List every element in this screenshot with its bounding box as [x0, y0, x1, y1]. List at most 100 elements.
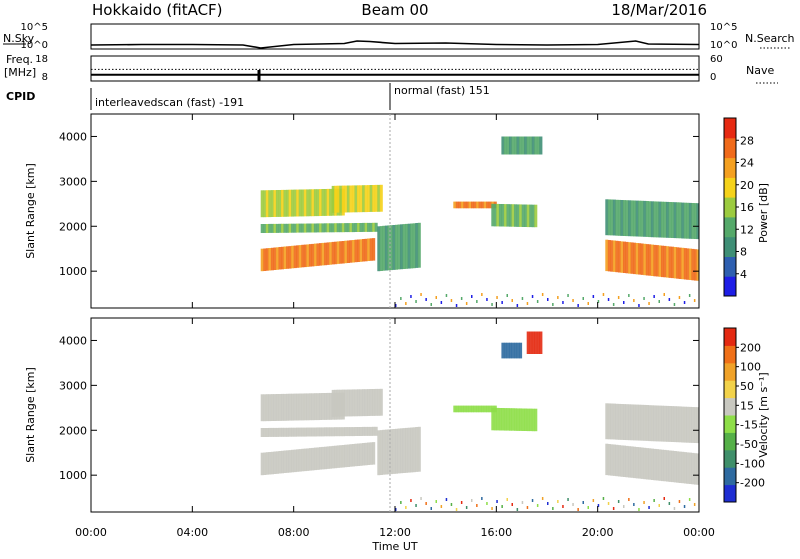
power-cells-cell — [511, 204, 515, 227]
power-cells-cell — [531, 136, 535, 155]
vel-cbar-tick-label: 200 — [740, 341, 761, 354]
power-cells-cell — [615, 240, 619, 273]
power-cells-cell — [316, 189, 320, 217]
power-cells-cell — [374, 222, 378, 232]
power-cells-cell — [640, 200, 644, 237]
vel-cells-cell — [617, 445, 621, 477]
power-cells-cell — [357, 239, 360, 262]
vel-cells-cell — [334, 427, 338, 437]
power-cells-cell — [610, 199, 614, 236]
power-cells-cell — [389, 225, 393, 271]
vel-cells-cell — [362, 389, 366, 417]
power-cells-cell — [354, 185, 358, 213]
power-cells-cell — [306, 189, 310, 217]
power-cells-scatter — [562, 301, 564, 304]
vel-cells-cell — [303, 427, 307, 437]
vel-cells-cell — [488, 405, 492, 413]
vel-cells-cell — [316, 427, 320, 437]
vel-cells-cell — [291, 393, 295, 421]
x-tick-label: 00:00 — [683, 526, 715, 539]
vel-cells-scatter — [668, 502, 671, 505]
vel-cells-cell — [635, 404, 639, 441]
y-tick-label: 1000 — [59, 265, 87, 278]
vel-cells-cell — [458, 405, 462, 413]
vel-cells-cell — [354, 427, 358, 436]
power-cells-cell — [354, 239, 358, 263]
power-cells-scatter — [506, 294, 508, 297]
vel-cells-cell — [329, 446, 333, 469]
power-cells-cell — [635, 243, 639, 275]
vel-cells-cell — [666, 450, 670, 482]
x-axis-label: Time UT — [371, 540, 417, 553]
vel-cells-cell — [341, 445, 345, 468]
vel-cells-cell — [620, 445, 624, 477]
power-cells-cell — [286, 246, 290, 269]
power-cbar-tick-label: 20 — [740, 179, 754, 192]
vel-cells-cell — [526, 331, 530, 354]
power-cbar-tick-label: 28 — [740, 134, 754, 147]
power-cells-cell — [283, 223, 287, 233]
vel-cells-cell — [367, 426, 371, 436]
vel-cells-cell — [493, 407, 497, 431]
power-cells-scatter — [683, 301, 686, 304]
vel-cells-cell — [298, 427, 302, 437]
power-cells-cell — [643, 243, 647, 276]
vel-cells-cell — [410, 427, 414, 473]
vel-cells-cell — [301, 448, 305, 472]
velocity-axis-ticks: 1000 2000 3000 4000 — [59, 318, 700, 512]
power-cells-cell — [640, 243, 644, 275]
vel-cells-cell — [313, 393, 317, 421]
power-cells-cell — [605, 239, 609, 272]
vel-cells-cell — [372, 426, 376, 436]
power-cells-scatter — [587, 302, 589, 305]
power-cells-scatter — [541, 293, 544, 296]
vel-cbar-swatch — [724, 345, 736, 364]
vel-cells-scatter — [562, 505, 564, 508]
vel-cells-cell — [473, 405, 477, 413]
power-cells-cell — [681, 247, 685, 280]
vel-cells-cell — [291, 427, 295, 437]
vel-cells-cell — [354, 389, 358, 417]
power-cells-cell — [412, 223, 416, 269]
x-tick-label: 12:00 — [379, 526, 411, 539]
vel-cells-scatter — [623, 505, 625, 508]
cpid-label: CPID — [6, 90, 35, 103]
vel-cells-cell — [334, 389, 338, 417]
power-cells-cell — [486, 201, 490, 209]
vel-cells-cell — [359, 427, 363, 436]
power-cells-scatter — [552, 303, 554, 306]
power-cells-cell — [526, 204, 530, 228]
power-cells-cell — [367, 185, 371, 212]
vel-cbar-tick-label: -200 — [740, 477, 765, 490]
nave-tick-top: 60 — [710, 54, 723, 65]
vel-cells-cell — [331, 427, 335, 437]
vel-cells-scatter — [435, 500, 437, 503]
vel-cbar-swatch — [724, 484, 736, 503]
vel-cbar-tick-label: -50 — [740, 438, 758, 451]
power-cells-cell — [293, 189, 297, 217]
vel-cells-cell — [339, 445, 343, 468]
power-cells-scatter — [420, 293, 422, 296]
power-cbar-swatch — [724, 236, 736, 257]
vel-cells-scatter — [516, 508, 519, 511]
power-cells-cell — [275, 190, 279, 217]
vel-cells-cell — [524, 408, 528, 431]
vel-cells-cell — [283, 393, 287, 421]
vel-cells-cell — [658, 449, 662, 481]
vel-cells-scatter — [395, 508, 397, 511]
vel-cells-cell — [676, 406, 680, 443]
vel-cells-cell — [501, 342, 505, 359]
vel-cells-cell — [696, 407, 700, 444]
vel-cells-scatter — [471, 499, 473, 502]
power-cells-cell — [273, 247, 277, 270]
power-cells-cell — [260, 224, 264, 233]
vel-cells-cell — [341, 427, 345, 437]
power-cells-cell — [263, 248, 267, 271]
power-cells-cell — [623, 200, 626, 236]
vel-cells-cell — [301, 427, 305, 437]
vel-cells-cell — [316, 393, 320, 421]
power-cells-cell — [501, 136, 505, 155]
power-cells-cell — [278, 223, 282, 233]
power-cells-scatter — [481, 293, 483, 296]
